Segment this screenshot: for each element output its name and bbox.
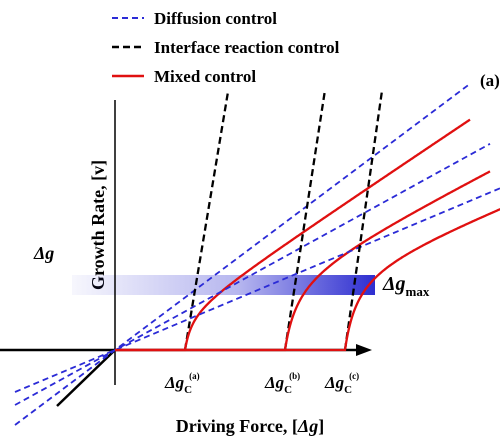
band-right-symbol: Δg [382,273,406,295]
legend-label-interface: Interface reaction control [154,38,340,57]
legend-label-mixed: Mixed control [154,67,256,86]
critical-label-3: ΔgC(c) [324,371,359,396]
legend: Diffusion control Interface reaction con… [112,9,340,86]
critical-label-1: ΔgC(a) [164,371,200,396]
x-axis-title-suffix: ] [318,416,324,436]
x-axis-title-prefix: Driving Force, [ [176,416,298,436]
x-axis-title: Driving Force, [Δg] [176,416,324,436]
diffusion-line-1 [14,83,471,426]
mixed-line-3 [115,208,500,352]
y-axis-title: Growth Rate, [v] [88,160,108,290]
diffusion-line-2 [14,143,491,406]
band-right-subscript: max [406,284,430,299]
diffusion-line-3 [14,187,500,393]
x-axis-arrowhead [356,344,372,356]
driving-force-band [72,275,375,295]
x-axis-title-symbol: Δg [297,416,318,436]
critical-label-2: ΔgC(b) [264,371,300,396]
band-left-label: Δg [33,243,54,263]
mixed-line-1 [115,118,471,352]
negative-branch [56,349,116,407]
mixed-line-2 [115,170,491,352]
band-right-label: Δgmax [382,273,430,299]
interface-line-1 [183,89,230,351]
legend-label-diffusion: Diffusion control [154,9,277,28]
interface-line-2 [283,89,327,351]
case-label-1: (a) [480,71,500,90]
axes [0,100,372,407]
